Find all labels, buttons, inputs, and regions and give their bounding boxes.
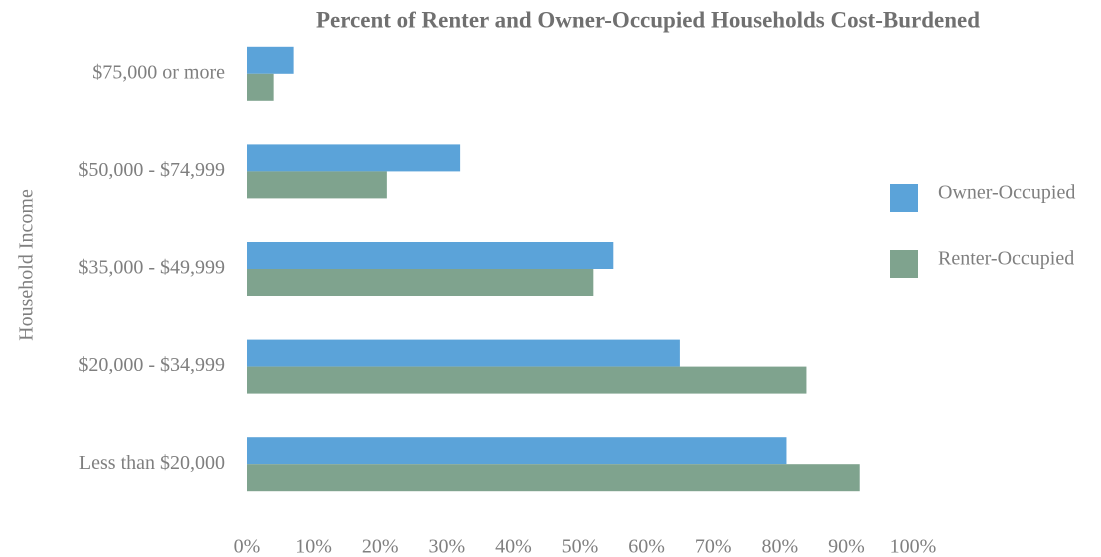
legend-swatch xyxy=(890,250,918,278)
bar xyxy=(247,144,461,172)
legend-swatch xyxy=(890,184,918,212)
legend-label: Renter-Occupied xyxy=(938,248,1074,270)
y-tick-label: Less than $20,000 xyxy=(79,452,225,474)
bar xyxy=(247,437,787,465)
bar xyxy=(247,269,594,296)
bar xyxy=(247,46,294,74)
x-tick-label: 0% xyxy=(234,536,261,557)
x-tick-label: 30% xyxy=(428,536,465,557)
bar xyxy=(247,464,860,492)
x-tick-label: 20% xyxy=(362,536,399,557)
x-tick-label: 70% xyxy=(695,536,732,557)
x-tick-label: 90% xyxy=(828,536,865,557)
y-tick-label: $35,000 - $49,999 xyxy=(78,257,225,279)
chart-title: Percent of Renter and Owner-Occupied Hou… xyxy=(316,7,980,32)
y-tick-label: $75,000 or more xyxy=(92,61,225,83)
legend-label: Owner-Occupied xyxy=(938,182,1075,204)
bar xyxy=(247,339,680,367)
x-tick-label: 50% xyxy=(562,536,599,557)
x-tick-label: 40% xyxy=(495,536,532,557)
bar xyxy=(247,366,807,394)
x-tick-label: 60% xyxy=(628,536,665,557)
x-tick-label: 80% xyxy=(761,536,798,557)
bar xyxy=(247,171,387,199)
bar xyxy=(247,73,274,101)
y-tick-label: $50,000 - $74,999 xyxy=(78,159,225,181)
bar xyxy=(247,242,614,269)
x-tick-label: 100% xyxy=(890,536,937,557)
y-tick-label: $20,000 - $34,999 xyxy=(78,354,225,376)
x-tick-label: 10% xyxy=(295,536,332,557)
y-axis-label: Household Income xyxy=(16,189,38,341)
